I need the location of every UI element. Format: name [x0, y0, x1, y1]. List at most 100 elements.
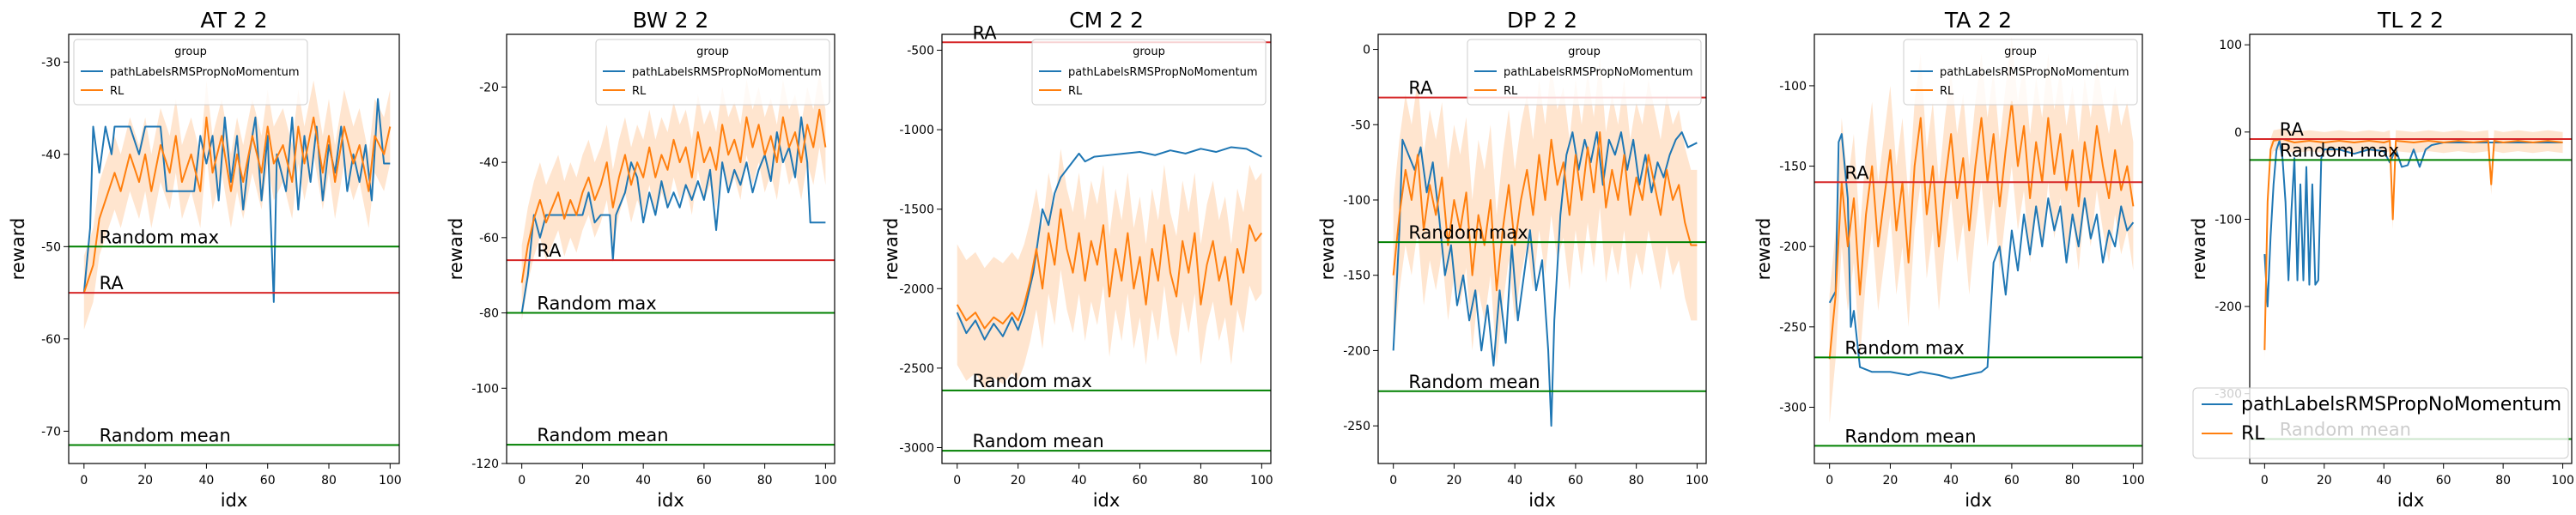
x-tick-label: 0: [953, 474, 961, 488]
x-tick-label: 20: [137, 474, 153, 488]
axes-frame: [68, 33, 400, 464]
y-tick-label: -250: [1779, 321, 1807, 335]
axes-frame: [941, 33, 1272, 464]
series-line-1: [1828, 133, 2135, 379]
series-line-2: [520, 108, 827, 283]
series-band-2: [521, 71, 826, 321]
legend-box: [1031, 39, 1267, 106]
x-tick-label: 0: [2261, 474, 2269, 488]
y-tick-label: -200: [2215, 300, 2242, 314]
legend-box: [595, 39, 830, 106]
x-axis-label: idx: [657, 490, 684, 511]
y-tick-label: -200: [1779, 240, 1807, 254]
data-layer: [69, 80, 399, 446]
y-tick-label: -250: [1343, 420, 1370, 433]
x-tick-label: 40: [1072, 474, 1087, 488]
legend-entry-2: RL: [632, 85, 647, 98]
x-tick-label: 20: [1011, 474, 1026, 488]
reference-label-1: RA: [1408, 78, 1433, 99]
legend: group pathLabelsRMSPropNoMomentum RL: [73, 39, 308, 106]
series-band-2: [957, 148, 1262, 389]
legend-title: group: [1568, 45, 1601, 58]
chart-title: TA 2 2: [1944, 8, 2012, 33]
y-tick-label: -100: [1779, 80, 1807, 94]
legend-entry-2: RL: [1504, 85, 1518, 98]
subplot-4: RA Random max Random mean 0 20 40 60 80 100 -250 -…: [1317, 8, 1709, 511]
y-axis-label: reward: [881, 218, 902, 281]
reference-label-1: RA: [972, 22, 997, 43]
y-tick-label: -2500: [899, 362, 934, 376]
y-tick-label: -150: [1779, 161, 1807, 174]
x-tick-label: 20: [1447, 474, 1462, 488]
legend-box: [73, 39, 308, 106]
subplot-1: Random max RA Random mean 0 20 40 60 80 100 -70 -6…: [8, 8, 402, 511]
legend: group pathLabelsRMSPropNoMomentum RL: [1467, 39, 1702, 106]
reference-label-2: Random max: [1844, 337, 1964, 358]
x-tick-label: 100: [1686, 474, 1709, 488]
x-tick-label: 60: [1133, 474, 1148, 488]
axes-frame: [1377, 33, 1707, 464]
y-tick-label: -300: [1779, 401, 1807, 415]
reference-label-1: Random max: [100, 227, 219, 247]
x-tick-label: 0: [1826, 474, 1833, 488]
series-line-2: [956, 208, 1263, 330]
axes-frame: [2249, 33, 2573, 464]
y-tick-label: -80: [479, 307, 499, 321]
legend-entry-1: pathLabelsRMSPropNoMomentum: [2241, 394, 2561, 415]
x-tick-label: 80: [1629, 474, 1644, 488]
y-tick-label: -1500: [899, 203, 934, 217]
x-tick-label: 60: [696, 474, 712, 488]
x-tick-label: 60: [260, 474, 276, 488]
series-line-1: [2263, 139, 2563, 308]
subplot-5: RA Random max Random mean 0 20 40 60 80 100 -300 -…: [1753, 8, 2145, 511]
legend-title: group: [2004, 45, 2037, 58]
y-tick-label: -20: [479, 81, 499, 94]
legend-box: [2192, 387, 2569, 459]
subplot-3: RA Random max Random mean 0 20 40 60 80 100 -3000…: [881, 8, 1273, 511]
reference-label-2: Random max: [2280, 140, 2399, 161]
reference-label-2: Random max: [537, 294, 656, 314]
reference-label-2: Random max: [1408, 222, 1528, 243]
x-tick-label: 40: [635, 474, 651, 488]
y-tick-label: -40: [41, 148, 61, 162]
x-tick-label: 100: [814, 474, 837, 488]
legend-box: [1467, 39, 1702, 106]
x-axis-label: idx: [221, 490, 248, 511]
y-axis-label: reward: [8, 218, 28, 281]
y-tick-label: -100: [471, 382, 499, 396]
y-tick-label: 100: [2219, 39, 2242, 52]
subplot-2: RA Random max Random mean 0 20 40 60 80 100 -120 -…: [446, 8, 837, 511]
x-tick-label: 20: [1883, 474, 1899, 488]
legend-entry-1: pathLabelsRMSPropNoMomentum: [632, 66, 822, 79]
series-band-2: [2264, 128, 2563, 361]
series-line-2: [2263, 137, 2563, 350]
x-tick-label: 40: [1943, 474, 1959, 488]
legend-entry-1: pathLabelsRMSPropNoMomentum: [110, 66, 300, 79]
y-tick-label: -2000: [899, 282, 934, 296]
x-axis-label: idx: [1528, 490, 1556, 511]
series-band-2: [1829, 37, 2134, 424]
y-axis-label: reward: [2189, 218, 2209, 281]
y-tick-label: -1000: [899, 124, 934, 137]
y-tick-label: -500: [907, 45, 934, 58]
legend-entry-2: RL: [1068, 85, 1083, 98]
y-tick-label: -50: [41, 240, 61, 254]
legend-entry-1: pathLabelsRMSPropNoMomentum: [1504, 66, 1693, 79]
legend: group pathLabelsRMSPropNoMomentum RL: [595, 39, 830, 106]
series-line-2: [1828, 100, 2135, 360]
y-tick-label: -3000: [899, 441, 934, 455]
series-line-1: [520, 116, 826, 313]
series-line-1: [82, 98, 391, 303]
axes-frame: [506, 33, 835, 464]
chart-title: BW 2 2: [633, 8, 709, 33]
y-tick-label: -200: [1343, 344, 1370, 358]
y-axis-label: reward: [446, 218, 466, 281]
reference-label-1: RA: [1844, 162, 1869, 183]
legend-entry-1: pathLabelsRMSPropNoMomentum: [1068, 66, 1258, 79]
x-tick-label: 20: [2317, 474, 2332, 488]
x-tick-label: 100: [2122, 474, 2145, 488]
legend: group pathLabelsRMSPropNoMomentum RL: [1031, 39, 1267, 106]
x-tick-label: 60: [2436, 474, 2451, 488]
y-tick-label: 0: [1363, 44, 1370, 58]
